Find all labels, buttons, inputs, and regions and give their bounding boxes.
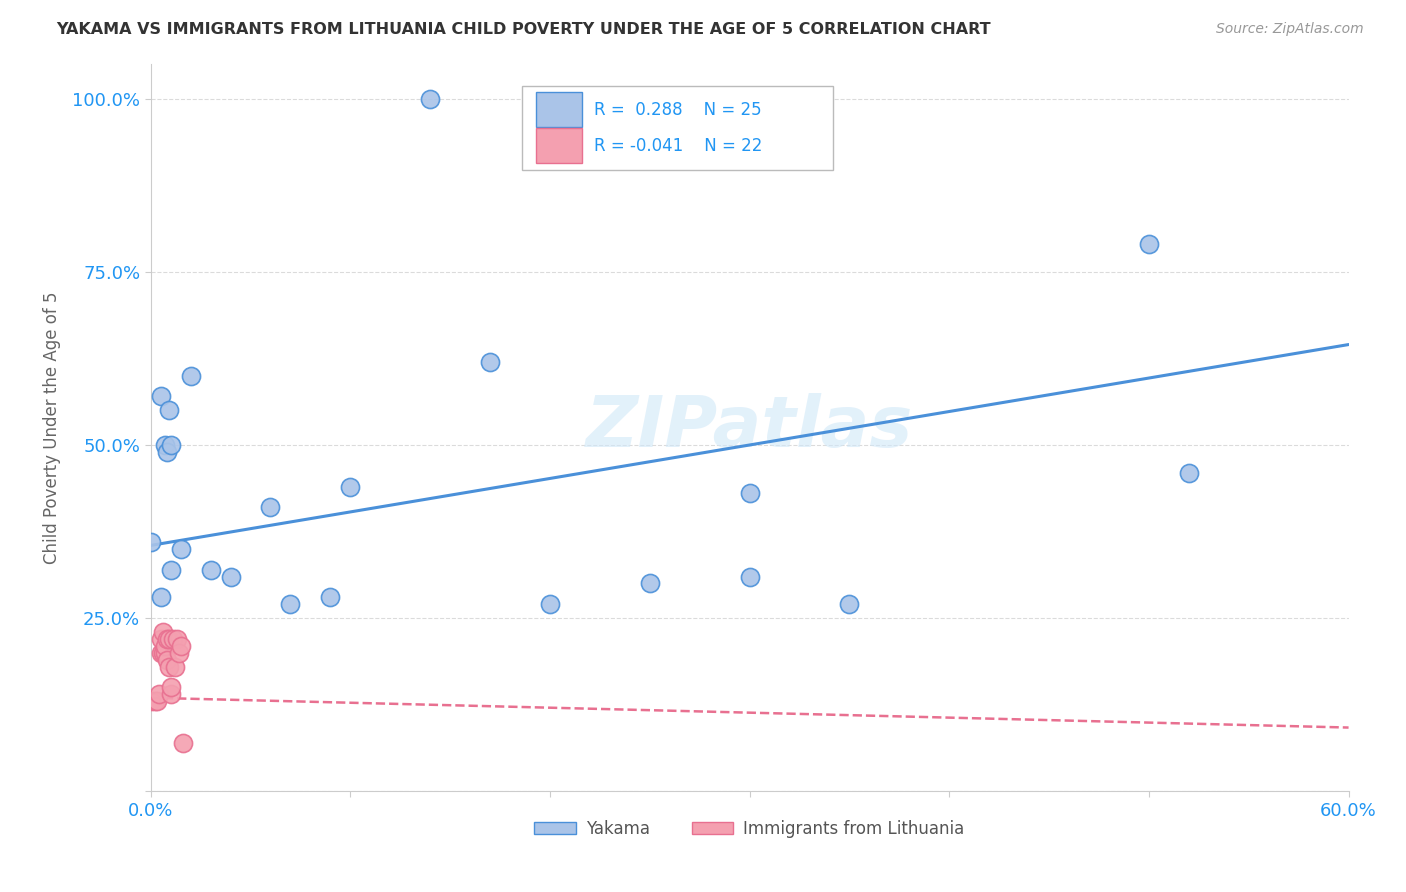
Point — [159, 438, 181, 452]
Point — [339, 479, 361, 493]
Point — [738, 486, 761, 500]
Point — [259, 500, 281, 515]
Point — [163, 659, 186, 673]
Point — [169, 639, 191, 653]
Point — [1137, 237, 1160, 252]
Point — [149, 591, 172, 605]
Point — [319, 591, 342, 605]
Point — [152, 646, 174, 660]
Point — [159, 681, 181, 695]
Point — [149, 632, 172, 646]
Point — [738, 569, 761, 583]
Point — [156, 632, 179, 646]
Point — [148, 687, 170, 701]
Point — [143, 694, 166, 708]
Point — [638, 576, 661, 591]
Point — [479, 355, 502, 369]
Point — [180, 368, 202, 383]
Point — [149, 646, 172, 660]
Point — [167, 646, 190, 660]
Y-axis label: Child Poverty Under the Age of 5: Child Poverty Under the Age of 5 — [44, 292, 60, 564]
Point — [1178, 466, 1201, 480]
Point — [538, 597, 561, 611]
Point — [172, 736, 194, 750]
Point — [139, 535, 162, 549]
Point — [139, 694, 162, 708]
Legend: Yakama, Immigrants from Lithuania: Yakama, Immigrants from Lithuania — [527, 814, 972, 845]
Bar — [536, 128, 582, 163]
Point — [152, 624, 174, 639]
Point — [200, 563, 222, 577]
Point — [156, 445, 179, 459]
Point — [145, 694, 167, 708]
Point — [153, 639, 176, 653]
Text: R = -0.041    N = 22: R = -0.041 N = 22 — [593, 136, 762, 154]
Point — [156, 653, 179, 667]
Point — [169, 541, 191, 556]
FancyBboxPatch shape — [522, 86, 834, 169]
Bar — [536, 93, 582, 128]
Point — [153, 646, 176, 660]
Point — [159, 563, 181, 577]
Point — [153, 438, 176, 452]
Point — [149, 390, 172, 404]
Point — [157, 632, 180, 646]
Point — [419, 92, 441, 106]
Point — [219, 569, 242, 583]
Point — [157, 403, 180, 417]
Point — [838, 597, 860, 611]
Point — [280, 597, 302, 611]
Point — [159, 687, 181, 701]
Text: ZIPatlas: ZIPatlas — [586, 393, 914, 462]
Text: Source: ZipAtlas.com: Source: ZipAtlas.com — [1216, 22, 1364, 37]
Point — [166, 632, 188, 646]
Point — [162, 632, 184, 646]
Point — [157, 659, 180, 673]
Text: R =  0.288    N = 25: R = 0.288 N = 25 — [593, 101, 762, 119]
Text: YAKAMA VS IMMIGRANTS FROM LITHUANIA CHILD POVERTY UNDER THE AGE OF 5 CORRELATION: YAKAMA VS IMMIGRANTS FROM LITHUANIA CHIL… — [56, 22, 991, 37]
